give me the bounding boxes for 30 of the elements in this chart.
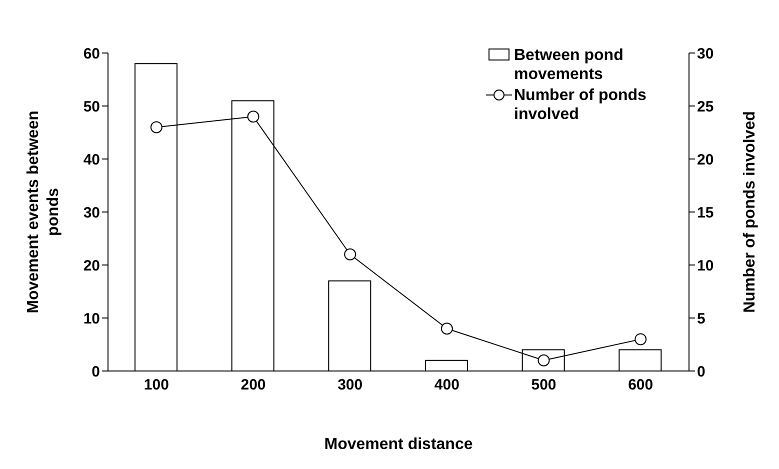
y2-axis-title: Number of ponds involved xyxy=(742,111,759,313)
y-axis-title: Movement events between ponds xyxy=(25,110,62,314)
legend-label: Number of ponds involved xyxy=(514,86,648,124)
point xyxy=(247,110,260,123)
x-axis-title: Movement distance xyxy=(324,436,473,453)
y-tick-label: 40 xyxy=(83,151,100,168)
y-tick-label: 10 xyxy=(83,310,100,328)
y2-tick-label: 25 xyxy=(697,98,714,116)
y-tick-label: 30 xyxy=(83,204,100,222)
y-tick-label: 50 xyxy=(83,98,100,116)
y-tick-label: 0 xyxy=(92,363,100,380)
x-tick-label: 500 xyxy=(531,376,556,394)
legend-label: Between pond movements xyxy=(514,46,624,84)
y2-tick-label: 5 xyxy=(697,310,706,328)
y2-tick-label: 0 xyxy=(697,363,706,380)
x-tick-label: 400 xyxy=(434,376,460,394)
y2-tick-label: 15 xyxy=(697,204,714,222)
point xyxy=(440,322,453,335)
point xyxy=(150,121,162,134)
y2-tick-label: 10 xyxy=(697,257,714,274)
x-tick-label: 100 xyxy=(144,376,169,394)
y2-tick-label: 20 xyxy=(697,151,714,168)
x-tick-label: 300 xyxy=(338,376,363,394)
x-tick-label: 600 xyxy=(628,376,654,394)
point xyxy=(344,248,356,260)
y-tick-label: 60 xyxy=(83,45,100,62)
y2-tick-label: 30 xyxy=(697,45,714,62)
point xyxy=(634,333,647,346)
y-tick-label: 20 xyxy=(83,257,100,274)
x-tick-label: 200 xyxy=(240,376,266,394)
